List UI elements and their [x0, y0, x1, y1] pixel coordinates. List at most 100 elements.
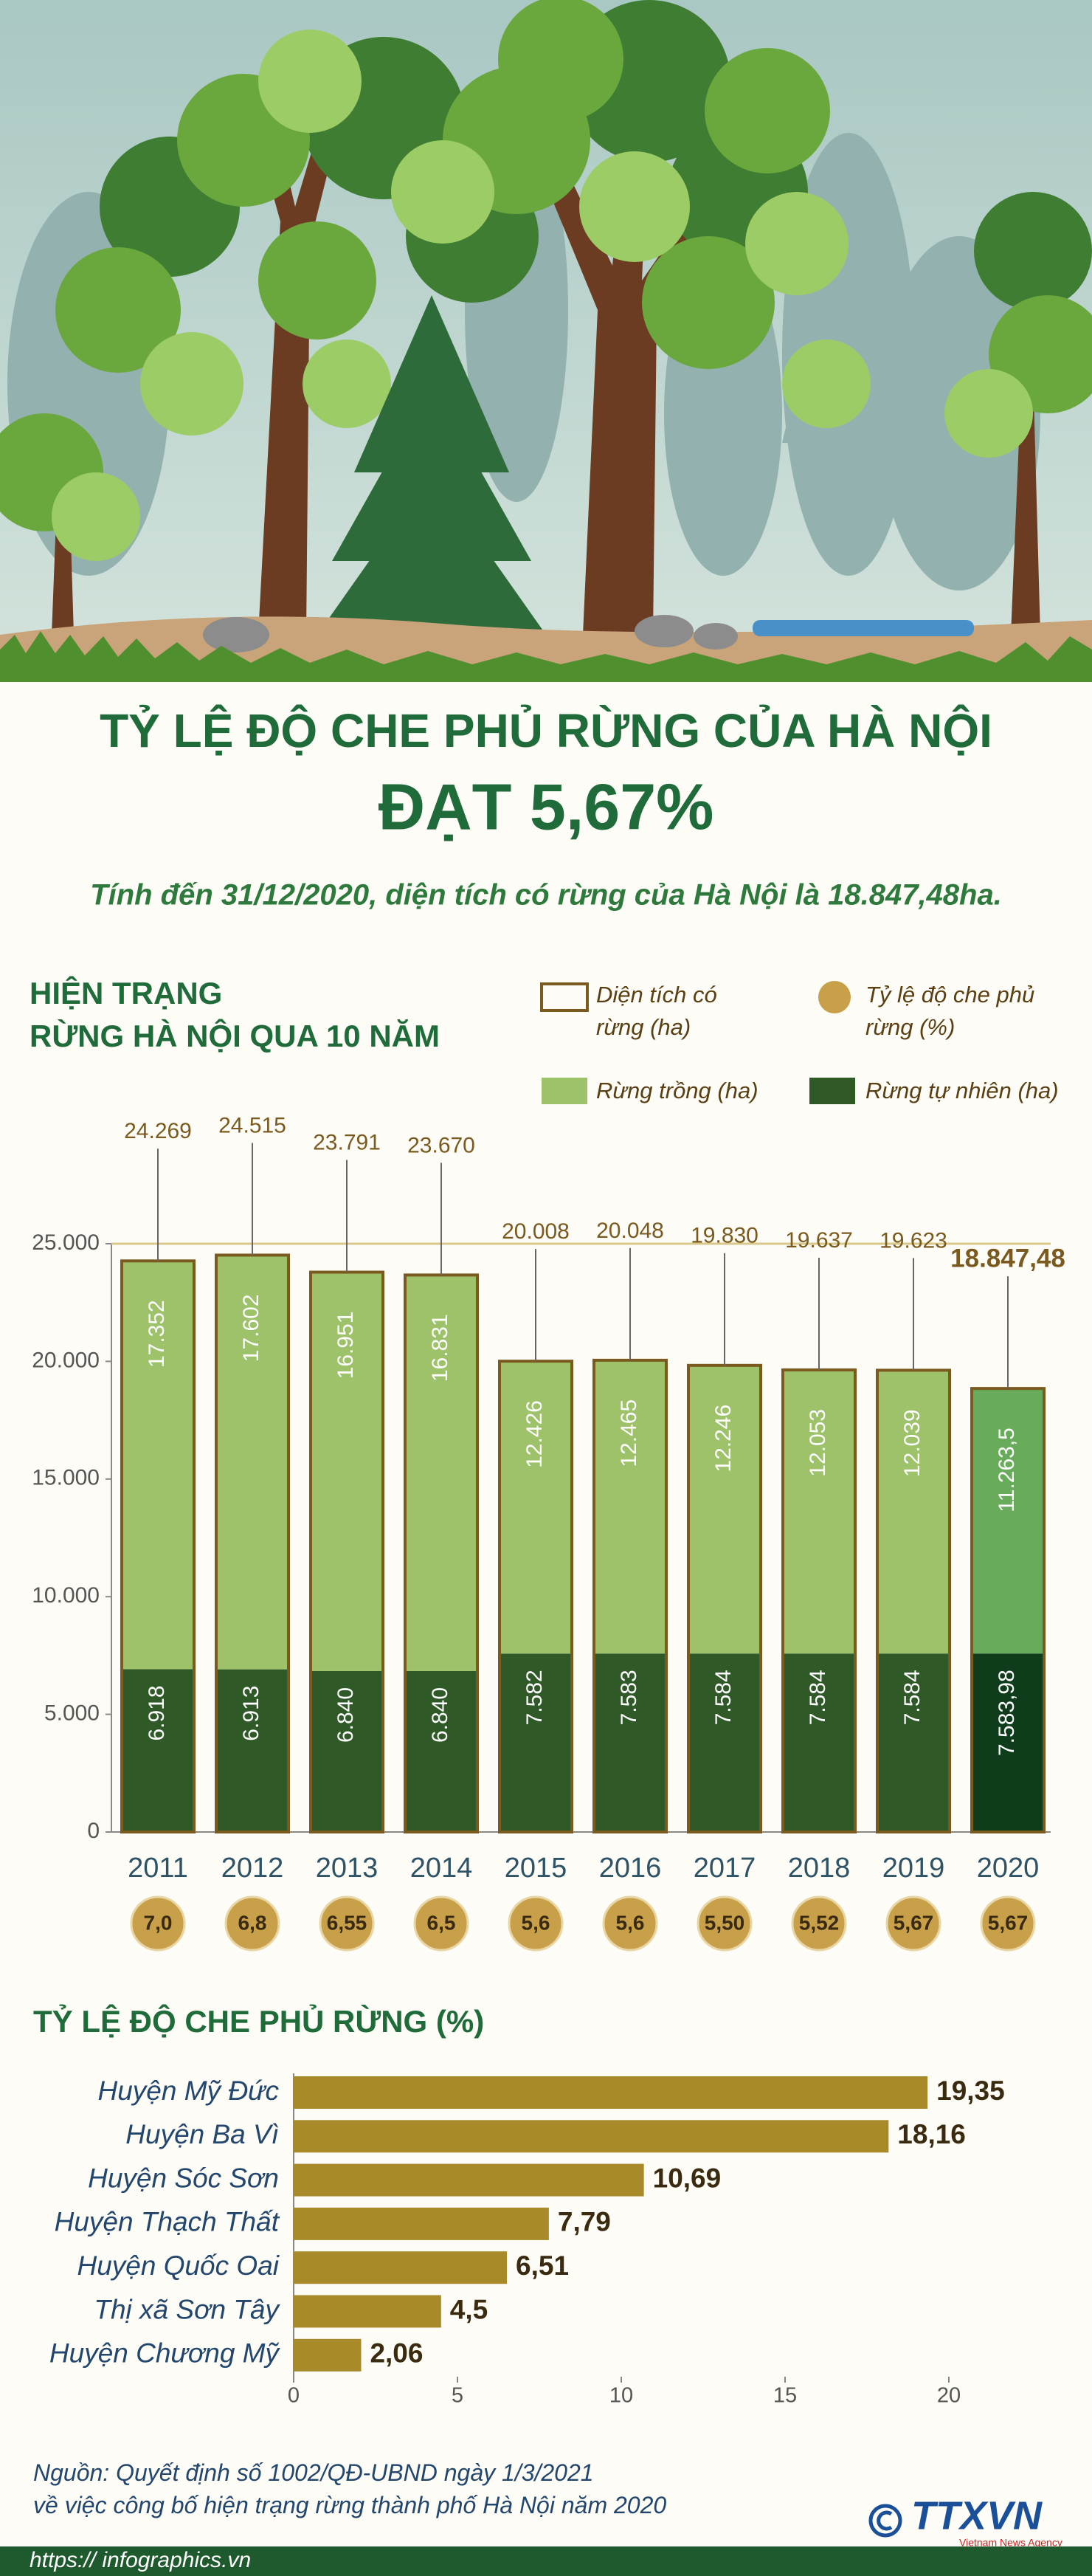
decoration: [258, 221, 376, 340]
total-label: 23.791: [313, 1130, 381, 1154]
total-label: 18.847,48: [950, 1244, 1065, 1272]
ratio-label: 6,8: [238, 1911, 267, 1934]
bar-value-label: 7.584: [711, 1670, 736, 1725]
ratio-label: 7,0: [144, 1911, 173, 1934]
chart-title: TỶ LỆ ĐỘ CHE PHỦ RỪNG (%): [33, 2003, 484, 2039]
bar-segment: [783, 1653, 855, 1832]
bar-segment: [311, 1272, 383, 1671]
bar: [294, 2163, 644, 2197]
x-tick-label: 20: [937, 2384, 961, 2408]
ratio-label: 6,55: [327, 1911, 367, 1934]
forest-illustration: [0, 0, 1092, 682]
bar-value-label: 2,06: [370, 2338, 423, 2369]
legend-swatch: [809, 1078, 855, 1104]
bar-value-label: 7.584: [806, 1670, 830, 1725]
logo-text: TTXVN: [911, 2493, 1043, 2538]
ratio-label: 5,67: [988, 1911, 1029, 1934]
decoration: [203, 615, 738, 652]
decoration: [258, 30, 362, 133]
title-highlight: ĐẠT 5,67%: [379, 770, 714, 843]
decoration: [877, 2510, 893, 2531]
y-tick-label: Huyện Chương Mỹ: [49, 2338, 281, 2369]
x-tick-label: 2012: [221, 1853, 284, 1884]
y-tick-label: 20.000: [32, 1348, 100, 1372]
bar-value-label: 12.426: [522, 1400, 547, 1468]
decoration: [705, 48, 830, 173]
bar-segment: [594, 1360, 666, 1654]
bar-segment: [500, 1361, 572, 1654]
decoration: [745, 192, 849, 295]
decoration: [243, 81, 336, 635]
x-tick-label: 5: [452, 2384, 463, 2408]
ratio-label: 5,67: [894, 1911, 934, 1934]
legend-label: Diện tích có rừng (ha): [596, 982, 717, 1040]
bar-value-label: 7.583,98: [995, 1670, 1019, 1756]
y-tick-label: 5.000: [44, 1701, 100, 1726]
bar-value-label: 19,35: [936, 2076, 1005, 2106]
legend-swatch: [542, 1078, 587, 1104]
bar: [294, 2338, 362, 2372]
total-label: 24.269: [124, 1119, 192, 1143]
bar: [294, 2251, 508, 2284]
source: Nguồn: Quyết định số 1002/QĐ-UBND ngày 1…: [33, 2459, 594, 2486]
total-label: 20.008: [502, 1219, 570, 1244]
bar-segment: [877, 1653, 950, 1832]
total-label: 19.637: [785, 1228, 853, 1253]
ratio-marker: [885, 1895, 941, 1952]
y-tick-label: 10.000: [32, 1583, 100, 1608]
bar-value-label: 16.831: [428, 1314, 452, 1382]
y-tick-label: 15.000: [32, 1466, 100, 1490]
bar-segment: [216, 1669, 288, 1832]
y-tick-label: Huyện Thạch Thất: [55, 2207, 280, 2237]
ratio-marker: [319, 1895, 375, 1952]
decoration: [203, 617, 269, 652]
bar-value-label: 11.263,5: [995, 1428, 1019, 1512]
y-tick-label: Huyện Sóc Sơn: [88, 2163, 279, 2193]
ratio-label: 5,50: [705, 1911, 745, 1934]
x-tick-label: 2013: [316, 1853, 379, 1884]
bar-value-label: 7.584: [900, 1670, 925, 1725]
bar-value-label: 6.840: [428, 1687, 452, 1743]
footer-band: [0, 2546, 1092, 2576]
bar: [294, 2295, 441, 2328]
bar-value-label: 6,51: [516, 2250, 569, 2281]
bar-segment: [500, 1653, 572, 1832]
logo-subtext: Vietnam News Agency: [959, 2537, 1062, 2549]
x-tick-label: 0: [288, 2384, 300, 2408]
bar-segment: [972, 1388, 1044, 1654]
stacked-bar-chart: 0 5.000 10.000 15.000 20.000 25.000 6.918 17.35…: [32, 981, 1065, 1952]
horizontal-bar-chart: 0 5 10 15 20 Huyện Mỹ Đức 19,35 Huyện Ba Vì 18,1…: [49, 2073, 1005, 2408]
bar-value-label: 12.039: [900, 1409, 925, 1477]
decoration: [642, 236, 775, 369]
decoration: [635, 615, 694, 647]
bar: [294, 2076, 928, 2109]
x-tick-label: 2011: [128, 1853, 188, 1884]
bar-segment: [783, 1369, 855, 1654]
decoration: [52, 472, 140, 561]
x-tick-label: 15: [773, 2384, 797, 2408]
bar-segment: [405, 1275, 477, 1671]
bar-value-label: 4,5: [450, 2294, 488, 2324]
bar-value-label: 17.352: [145, 1300, 169, 1368]
y-tick-label: 25.000: [32, 1230, 100, 1255]
chart-title: HIỆN TRẠNG: [30, 975, 222, 1010]
bar: [294, 2120, 889, 2153]
x-tick-label: 2016: [599, 1853, 662, 1884]
decoration: [55, 247, 181, 373]
decoration: [753, 620, 974, 636]
footer-url: https:// infographics.vn: [30, 2548, 251, 2572]
x-tick-label: 2020: [977, 1853, 1040, 1884]
bar-segment: [122, 1261, 194, 1670]
ratio-marker: [697, 1895, 753, 1952]
bar-value-label: 12.465: [617, 1399, 641, 1467]
decoration: [782, 340, 871, 428]
bar-segment: [216, 1255, 288, 1670]
decoration: [0, 631, 1092, 682]
bar-value-label: 16.951: [334, 1312, 358, 1380]
x-tick-label: 2017: [694, 1853, 756, 1884]
total-label: 19.830: [691, 1224, 758, 1248]
total-label: 20.048: [596, 1219, 664, 1243]
bar-value-label: 18,16: [897, 2119, 966, 2149]
decoration: [944, 369, 1033, 458]
